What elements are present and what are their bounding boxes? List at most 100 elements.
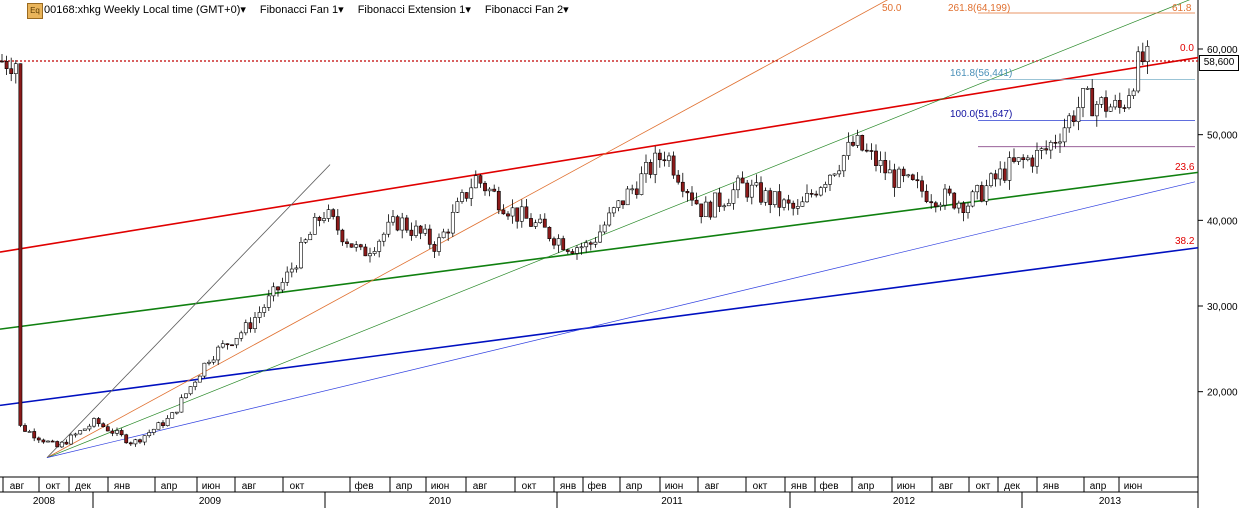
x-tick-label: апр <box>1090 481 1107 492</box>
candle-body <box>731 189 736 204</box>
fib-label-382: 38.2 <box>1175 236 1195 247</box>
candle-body <box>1140 51 1145 63</box>
candle-body <box>1016 157 1021 162</box>
candle-body <box>492 188 497 192</box>
candle-body <box>0 60 4 63</box>
candle-body <box>1136 51 1141 92</box>
fib-label-236: 23.6 <box>1175 162 1195 173</box>
candle-body <box>791 202 796 209</box>
candle-body <box>1113 100 1118 108</box>
candle-body <box>179 397 184 413</box>
year-label: 2011 <box>661 496 683 507</box>
candle-body <box>368 253 372 257</box>
candle-body <box>423 228 428 234</box>
tool-fib-extension-1[interactable]: Fibonacci Extension 1▾ <box>357 4 471 16</box>
x-tick-label: авг <box>242 481 257 492</box>
candle-body <box>662 159 667 162</box>
candle-body <box>414 225 418 236</box>
fan-line-green <box>0 171 1199 330</box>
candle-body <box>142 435 147 443</box>
candle-body <box>1039 148 1044 151</box>
candle-body <box>124 434 129 444</box>
x-tick-label: июн <box>202 481 221 492</box>
candle-body <box>639 173 644 195</box>
candle-body <box>575 247 579 254</box>
candle-body <box>561 238 566 251</box>
candle-body <box>262 307 267 313</box>
candle-body <box>1025 157 1030 161</box>
candle-body <box>1067 115 1072 129</box>
candle-body <box>984 185 989 202</box>
candle-body <box>289 268 294 273</box>
candle-body <box>745 182 750 198</box>
candle-body <box>409 229 414 236</box>
year-label: 2010 <box>429 496 452 507</box>
candle-body <box>400 217 405 231</box>
fib-label-618: 61.8 <box>1172 3 1192 14</box>
x-tick-label: дек <box>1004 481 1020 492</box>
candle-body <box>133 439 138 445</box>
candle-body <box>92 418 96 427</box>
tool-fib-fan-1[interactable]: Fibonacci Fan 1▾ <box>259 4 344 16</box>
candle-body <box>510 207 515 217</box>
candle-body <box>496 190 501 211</box>
candle-body <box>32 431 37 439</box>
candle-body <box>82 428 87 431</box>
chart-header: 00168:xhkg Weekly Local time (GMT+0)▾ Fi… <box>44 3 569 16</box>
candle-body <box>501 209 506 215</box>
x-tick-label: авг <box>10 481 25 492</box>
candle-body <box>763 190 768 203</box>
candle-body <box>1117 100 1122 108</box>
candle-body <box>602 224 607 233</box>
x-tick-label: дек <box>75 481 91 492</box>
x-tick-label: фев <box>354 480 373 492</box>
candle-body <box>188 386 193 395</box>
fib-label-50: 50.0 <box>882 3 902 14</box>
candle-body <box>740 177 745 184</box>
candle-body <box>519 206 524 222</box>
candle-body <box>1104 97 1108 112</box>
candle-body <box>87 425 92 430</box>
candle-body <box>542 218 547 228</box>
symbol-title[interactable]: 00168:xhkg Weekly Local time (GMT+0)▾ <box>44 4 246 16</box>
candle-body <box>630 188 635 191</box>
candle-body <box>450 211 455 234</box>
candle-body <box>427 228 432 245</box>
candle-body <box>216 346 221 361</box>
candle-body <box>303 239 308 243</box>
candle-body <box>1085 87 1090 90</box>
candle-body <box>648 162 653 175</box>
candle-body <box>170 412 175 419</box>
candle-body <box>722 205 727 208</box>
candle-body <box>754 182 759 186</box>
candle-body <box>795 206 800 209</box>
x-tick-label: июн <box>897 481 916 492</box>
tool-fib-fan-2[interactable]: Fibonacci Fan 2▾ <box>484 4 569 16</box>
x-tick-label: апр <box>626 481 643 492</box>
candle-body <box>1062 127 1067 143</box>
candle-body <box>326 209 331 219</box>
candle-body <box>1076 107 1081 122</box>
candle-body <box>27 431 32 433</box>
candle-body <box>36 437 41 441</box>
candle-body <box>156 422 161 430</box>
instrument-logo-icon[interactable]: Eq <box>27 3 43 19</box>
candle-body <box>193 381 198 387</box>
candle-body <box>749 184 754 198</box>
year-label: 2008 <box>33 496 56 507</box>
candle-body <box>800 201 805 207</box>
candle-body <box>1094 104 1099 117</box>
candle-body <box>207 361 211 364</box>
candle-body <box>115 430 119 434</box>
candle-body <box>690 192 694 201</box>
candle-body <box>772 191 777 206</box>
x-tick-label: авг <box>473 481 488 492</box>
candle-body <box>910 174 915 180</box>
x-tick-label: окт <box>46 481 61 492</box>
candle-body <box>906 174 911 177</box>
candle-body <box>404 217 409 231</box>
candle-body <box>611 207 616 214</box>
candle-body <box>570 251 575 254</box>
x-tick-label: фев <box>819 480 838 492</box>
